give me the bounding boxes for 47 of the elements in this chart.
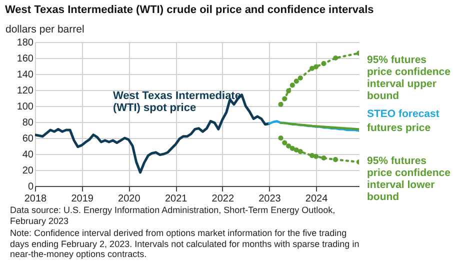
point (332, 157, 338, 162)
point (332, 55, 338, 61)
x-tick-label: 2019 (71, 194, 94, 204)
y-tick-label: 100 (16, 102, 34, 112)
y-tick-label: 40 (22, 150, 34, 160)
y-tick-label: 140 (16, 70, 34, 80)
point (310, 66, 315, 71)
point (313, 64, 319, 70)
x-tick-label: 2022 (212, 194, 234, 204)
point (282, 96, 288, 102)
series-label: West Texas Intermediate (WTI) spot price (112, 90, 241, 114)
chart-title: West Texas Intermediate (WTI) crude oil price and confidence intervals (5, 4, 374, 16)
series-label: futures price (367, 122, 431, 134)
y-tick-label: 180 (16, 38, 34, 48)
point (278, 102, 284, 107)
x-tick-label: 2024 (305, 194, 328, 204)
series-label: 95% futures price confidence interval upper bound (367, 54, 451, 102)
series-label: STEO forecast (367, 108, 440, 120)
y-tick-label: 0 (28, 182, 34, 192)
x-tick-label: 2020 (118, 194, 141, 204)
point (298, 149, 303, 154)
point (321, 155, 326, 161)
series-label: 95% futures price confidence interval lower bound (367, 155, 451, 203)
x-tick-label: 2023 (258, 194, 282, 204)
line-series (268, 120, 359, 132)
point (313, 154, 319, 159)
point (278, 135, 284, 141)
y-tick-label: 80 (22, 118, 34, 128)
point (294, 147, 299, 153)
y-tick-label: 20 (22, 166, 34, 176)
point (298, 75, 303, 81)
y-tick-label: 60 (22, 134, 34, 144)
line-series (280, 122, 359, 130)
point (282, 140, 288, 146)
x-tick-label: 2018 (24, 194, 48, 204)
point (286, 88, 292, 94)
y-tick-label: 160 (16, 54, 34, 64)
point (286, 143, 292, 149)
y-axis-title: dollars per barrel (6, 24, 84, 36)
x-tick-label: 2021 (164, 194, 188, 204)
point (321, 61, 326, 66)
point (290, 146, 295, 151)
y-tick-label: 120 (16, 86, 34, 96)
point (294, 78, 299, 84)
point (290, 82, 295, 88)
source-note: Data source: U.S. Energy Information Administration, Short-Term Energy Outlook, February 2023 (10, 205, 336, 226)
text: Note: Confidence interval derived from options market information for the five trading days ending February 2, 2023. Intervals not calculated for months with sparse trading in near-the-money options contracts. (10, 228, 360, 260)
